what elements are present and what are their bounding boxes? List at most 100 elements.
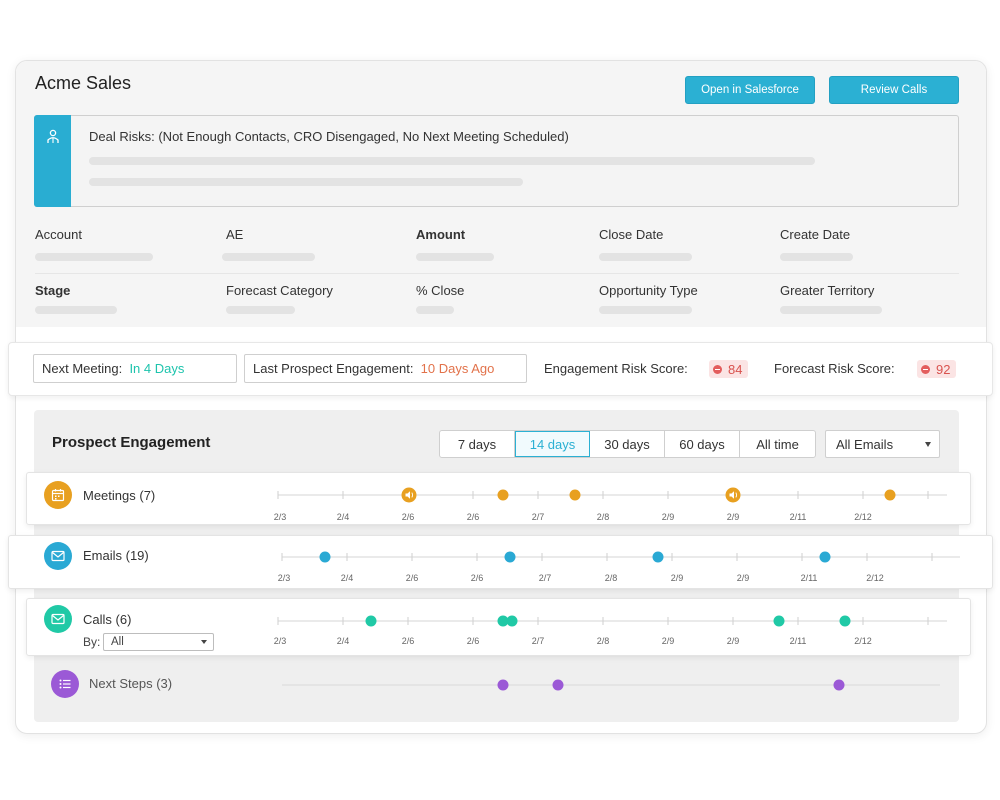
field-divider	[35, 273, 959, 274]
tick-label: 2/4	[341, 573, 354, 583]
next-meeting-box: Next Meeting: In 4 Days	[33, 354, 237, 383]
tick-label: 2/8	[605, 573, 618, 583]
timeline-ticks	[277, 617, 929, 625]
review-calls-button[interactable]: Review Calls	[829, 76, 959, 104]
meeting-event-dot[interactable]	[569, 489, 581, 501]
tick-label: 2/4	[337, 636, 350, 646]
meeting-event-recorded[interactable]	[401, 487, 417, 503]
field-label-amount: Amount	[416, 227, 466, 242]
email-event-dot[interactable]	[652, 551, 664, 563]
meetings-timeline: 2/3 2/4 2/6 2/6 2/7 2/8 2/9 2/9 2/11 2/1…	[274, 487, 947, 522]
next-step-event-dot[interactable]	[833, 679, 845, 691]
tick-label: 2/8	[597, 636, 610, 646]
meeting-event-dot[interactable]	[884, 489, 896, 501]
email-filter-dropdown[interactable]: All Emails	[825, 430, 940, 458]
meetings-label: Meetings (7)	[83, 488, 156, 503]
call-event-dot[interactable]	[497, 615, 509, 627]
emails-timeline: 2/3 2/4 2/6 2/6 2/7 2/8 2/9 2/9 2/11 2/1…	[278, 551, 960, 583]
meeting-event-dot[interactable]	[497, 489, 509, 501]
calls-by-label: By:	[83, 635, 101, 649]
forecast-risk-label: Forecast Risk Score:	[774, 361, 895, 376]
placeholder-line	[89, 178, 523, 186]
tick-label: 2/7	[532, 636, 545, 646]
tick-label: 2/11	[790, 636, 807, 646]
tick-label: 2/3	[278, 573, 291, 583]
tick-label: 2/9	[662, 636, 675, 646]
tick-label: 2/9	[727, 636, 740, 646]
tick-label: 2/11	[790, 512, 807, 522]
placeholder-line	[89, 157, 815, 165]
mail-icon	[44, 542, 72, 570]
tick-label: 2/7	[532, 512, 545, 522]
email-filter-value: All Emails	[836, 436, 894, 452]
calls-by-value: All	[111, 636, 124, 648]
field-label-percent-close: % Close	[416, 283, 465, 298]
range-30-days[interactable]: 30 days	[590, 431, 665, 457]
field-value-placeholder	[222, 253, 315, 261]
call-event-dot[interactable]	[839, 615, 851, 627]
tick-label: 2/11	[801, 573, 818, 583]
tick-label: 2/6	[467, 636, 480, 646]
field-label-stage: Stage	[35, 283, 71, 298]
tick-label: 2/9	[727, 512, 740, 522]
chevron-down-icon	[925, 442, 931, 447]
range-7-days[interactable]: 7 days	[440, 431, 515, 457]
last-engagement-box: Last Prospect Engagement: 10 Days Ago	[244, 354, 527, 383]
emails-label: Emails (19)	[83, 548, 149, 563]
tick-label: 2/3	[274, 636, 287, 646]
chevron-down-icon	[201, 640, 207, 644]
email-event-dot[interactable]	[819, 551, 831, 563]
field-value-placeholder	[599, 306, 692, 314]
tick-label: 2/6	[402, 512, 415, 522]
field-value-placeholder	[416, 253, 494, 261]
field-label-opportunity-type: Opportunity Type	[599, 283, 698, 298]
tick-label: 2/12	[866, 573, 884, 583]
field-label-ae: AE	[226, 227, 244, 242]
field-label-create-date: Create Date	[780, 227, 851, 242]
tick-label: 2/6	[471, 573, 484, 583]
email-event-dot[interactable]	[319, 551, 331, 563]
range-60-days[interactable]: 60 days	[665, 431, 740, 457]
timeline-row-emails	[8, 535, 993, 589]
tick-label: 2/7	[539, 573, 552, 583]
tick-label: 2/9	[662, 512, 675, 522]
calendar-icon	[44, 481, 72, 509]
call-event-dot[interactable]	[365, 615, 377, 627]
tick-label: 2/12	[854, 512, 872, 522]
tick-label: 2/3	[274, 512, 287, 522]
next-steps-label: Next Steps (3)	[89, 676, 173, 691]
tick-label: 2/9	[737, 573, 750, 583]
meeting-event-recorded[interactable]	[725, 487, 741, 503]
list-icon	[51, 670, 79, 698]
field-value-placeholder	[35, 253, 153, 261]
next-step-event-dot[interactable]	[552, 679, 564, 691]
call-event-dot[interactable]	[506, 615, 518, 627]
last-engagement-label: Last Prospect Engagement:	[253, 361, 414, 376]
mail-icon	[44, 605, 72, 633]
calls-by-dropdown[interactable]: All	[103, 633, 214, 651]
timeline-ticks	[281, 553, 933, 561]
tick-label: 2/6	[406, 573, 419, 583]
open-in-salesforce-button[interactable]: Open in Salesforce	[685, 76, 815, 104]
tick-label: 2/4	[337, 512, 350, 522]
field-label-close-date: Close Date	[599, 227, 664, 242]
field-value-placeholder	[780, 253, 853, 261]
email-event-dot[interactable]	[504, 551, 516, 563]
engagement-risk-badge: 84	[709, 360, 749, 378]
field-value-placeholder	[416, 306, 454, 314]
tick-label: 2/6	[402, 636, 415, 646]
tick-label: 2/9	[671, 573, 684, 583]
range-all-time[interactable]: All time	[756, 436, 799, 452]
field-label-greater-territory: Greater Territory	[780, 283, 875, 298]
tick-label: 2/12	[854, 636, 872, 646]
time-range-selector: 7 days 14 days 30 days 60 days All time	[439, 430, 816, 458]
next-meeting-label: Next Meeting:	[42, 361, 123, 376]
field-value-placeholder	[226, 306, 295, 314]
call-event-dot[interactable]	[773, 615, 785, 627]
next-meeting-value: In 4 Days	[129, 361, 185, 376]
next-step-event-dot[interactable]	[497, 679, 509, 691]
deal-risks-stripe	[34, 115, 71, 207]
timeline-row-meetings	[26, 472, 971, 525]
prospect-engagement-title: Prospect Engagement	[52, 434, 211, 451]
range-14-days[interactable]: 14 days	[515, 431, 590, 457]
